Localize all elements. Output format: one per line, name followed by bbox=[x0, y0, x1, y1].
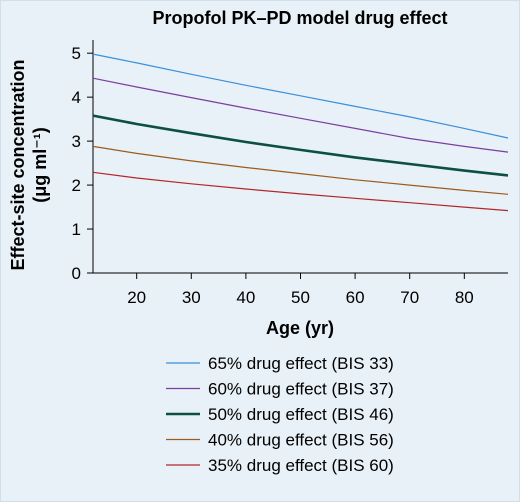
y-tick-label: 2 bbox=[72, 176, 81, 195]
series-line bbox=[92, 114, 509, 177]
y-tick-label: 1 bbox=[72, 220, 81, 239]
x-tick-label: 40 bbox=[236, 288, 255, 307]
legend-label: 50% drug effect (BIS 46) bbox=[208, 405, 394, 424]
y-tick-label: 3 bbox=[72, 132, 81, 151]
plot-lines bbox=[92, 53, 509, 212]
x-axis-title: Age (yr) bbox=[266, 318, 334, 338]
legend-label: 65% drug effect (BIS 33) bbox=[208, 354, 394, 373]
x-tick-label: 80 bbox=[455, 288, 474, 307]
y-axis-title: Effect-site concentration bbox=[8, 59, 28, 270]
legend-label: 35% drug effect (BIS 60) bbox=[208, 456, 394, 475]
x-tick-label: 30 bbox=[182, 288, 201, 307]
series-line bbox=[92, 145, 509, 195]
chart-title: Propofol PK–PD model drug effect bbox=[152, 8, 447, 28]
axes: 0 1 2 3 4 5 20 30 40 50 60 70 80 bbox=[72, 40, 508, 307]
y-axis-unit: (μg ml⁻¹) bbox=[30, 127, 50, 203]
y-tick-label: 0 bbox=[72, 264, 81, 283]
x-tick-label: 50 bbox=[291, 288, 310, 307]
y-tick-label: 5 bbox=[72, 44, 81, 63]
series-line bbox=[92, 77, 509, 153]
y-tick-label: 4 bbox=[72, 88, 81, 107]
series-line bbox=[92, 171, 509, 212]
x-tick-label: 70 bbox=[400, 288, 419, 307]
legend-label: 40% drug effect (BIS 56) bbox=[208, 431, 394, 450]
legend: 65% drug effect (BIS 33) 60% drug effect … bbox=[166, 354, 394, 475]
x-tick-label: 20 bbox=[127, 288, 146, 307]
x-tick-label: 60 bbox=[346, 288, 365, 307]
legend-label: 60% drug effect (BIS 37) bbox=[208, 380, 394, 399]
series-line bbox=[92, 53, 509, 139]
